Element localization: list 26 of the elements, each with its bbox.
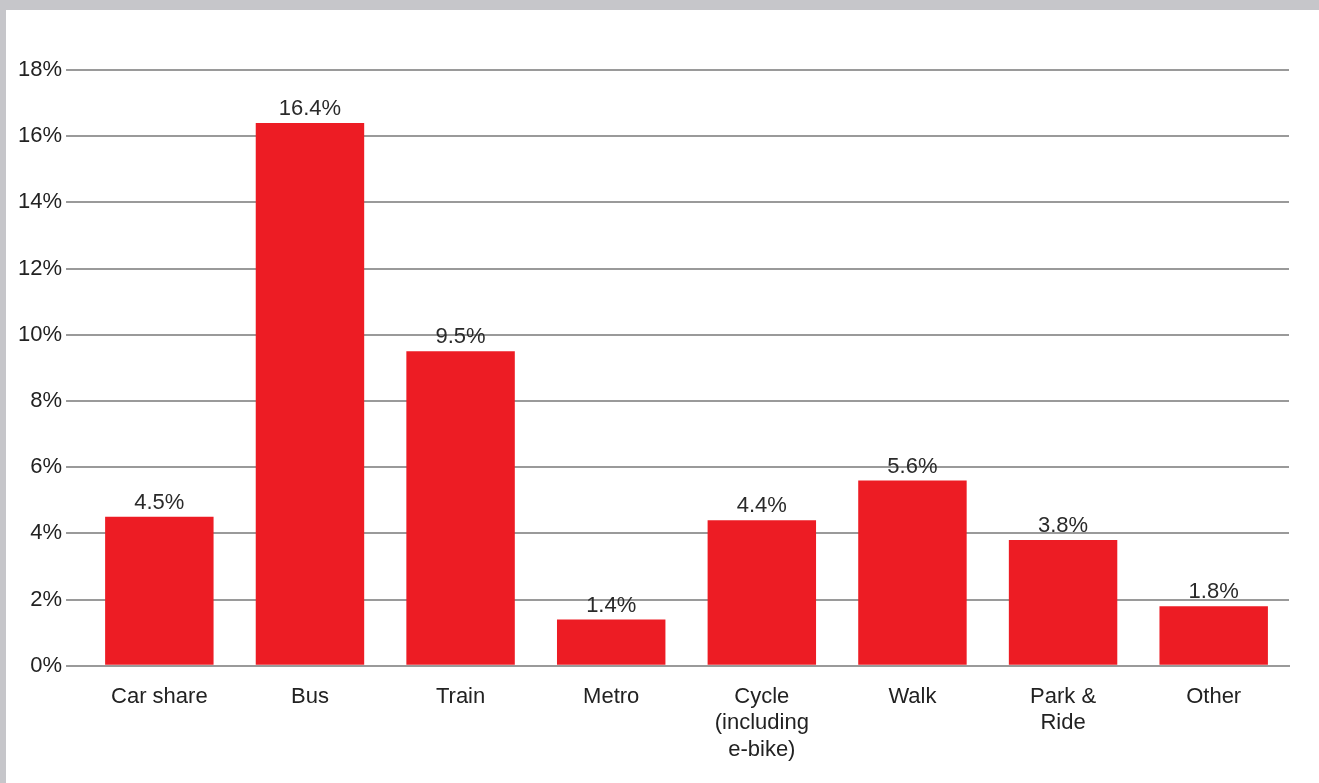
y-tick-label: 18% [17, 56, 63, 82]
data-label: 16.4% [278, 95, 342, 121]
x-tick-label: Cycle (including e-bike) [714, 683, 809, 761]
y-tick-label: 2% [30, 585, 63, 611]
x-tick-label: Metro [583, 683, 640, 709]
x-tick-label: Bus [291, 683, 329, 709]
x-tick-label: Car share [111, 683, 208, 709]
y-tick-label: 16% [17, 122, 63, 148]
y-tick-label: 6% [30, 453, 63, 479]
x-tick-label: Other [1186, 683, 1242, 709]
data-label: 4.4% [736, 492, 787, 518]
y-tick-label: 14% [17, 188, 63, 214]
data-label: 5.6% [887, 452, 938, 478]
data-label: 1.4% [586, 591, 637, 617]
y-tick-label: 0% [30, 651, 63, 677]
y-tick-label: 10% [17, 320, 63, 346]
y-tick-label: 4% [30, 519, 63, 545]
x-tick-label: Train [435, 683, 486, 709]
y-tick-label: 8% [30, 387, 63, 413]
data-label: 4.5% [134, 488, 185, 514]
y-tick-label: 12% [17, 254, 63, 280]
data-label: 9.5% [435, 323, 486, 349]
data-label: 3.8% [1037, 512, 1089, 538]
x-tick-label: Walk [888, 683, 938, 709]
x-tick-label: Park & Ride [1030, 683, 1097, 735]
data-label: 1.8% [1188, 578, 1239, 604]
